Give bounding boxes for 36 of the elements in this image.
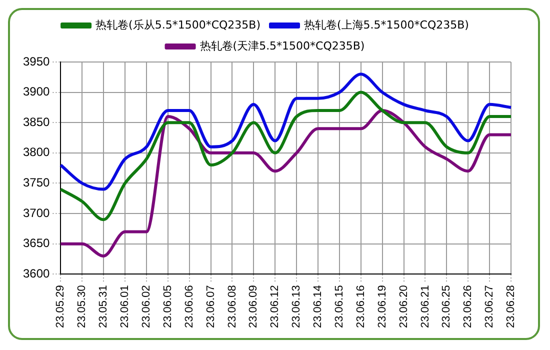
x-tick-label: 23.05.29	[54, 285, 67, 328]
x-tick-label: 23.06.28	[505, 285, 518, 328]
x-tick-label: 23.05.31	[98, 285, 110, 328]
x-tick-label: 23.06.05	[162, 285, 174, 328]
x-tick-label: 23.06.07	[204, 285, 217, 328]
y-tick-label: 3850	[22, 114, 50, 129]
y-tick-label: 3900	[22, 84, 50, 99]
x-tick-label: 23.06.16	[354, 285, 367, 328]
x-tick-label: 23.06.13	[290, 285, 303, 328]
legend-label: 热轧卷(天津5.5*1500*CQ235B)	[200, 39, 365, 52]
x-tick-label: 23.06.25	[440, 285, 453, 328]
y-tick-label: 3800	[22, 145, 50, 160]
y-tick-label: 3600	[22, 266, 50, 280]
y-tick-label: 3650	[22, 236, 50, 250]
x-tick-label: 23.06.14	[312, 285, 324, 328]
x-tick-label: 23.06.01	[119, 285, 132, 328]
y-tick-label: 3700	[22, 206, 50, 220]
x-tick-label: 23.06.27	[484, 285, 496, 328]
x-tick-label: 23.06.09	[248, 285, 260, 328]
x-tick-label: 23.06.12	[269, 285, 282, 328]
x-tick-label: 23.06.08	[226, 285, 238, 328]
x-tick-label: 23.06.19	[376, 285, 388, 328]
y-tick-label: 3950	[22, 54, 50, 68]
x-tick-label: 23.06.26	[462, 285, 474, 328]
x-tick-label: 23.06.20	[398, 285, 410, 328]
legend-label: 热轧卷(上海5.5*1500*CQ235B)	[304, 18, 469, 32]
line-series	[59, 90, 512, 222]
legend-label: 热轧卷(乐从5.5*1500*CQ235B)	[96, 18, 260, 32]
y-tick-label: 3750	[22, 176, 50, 190]
x-tick-label: 23.05.30	[76, 285, 88, 328]
x-tick-label: 23.06.21	[419, 285, 432, 328]
line-series	[59, 109, 512, 258]
x-tick-label: 23.06.06	[183, 285, 196, 328]
line-series	[59, 72, 512, 191]
x-tick-label: 23.06.15	[333, 285, 346, 328]
x-tick-label: 23.06.02	[140, 285, 152, 328]
